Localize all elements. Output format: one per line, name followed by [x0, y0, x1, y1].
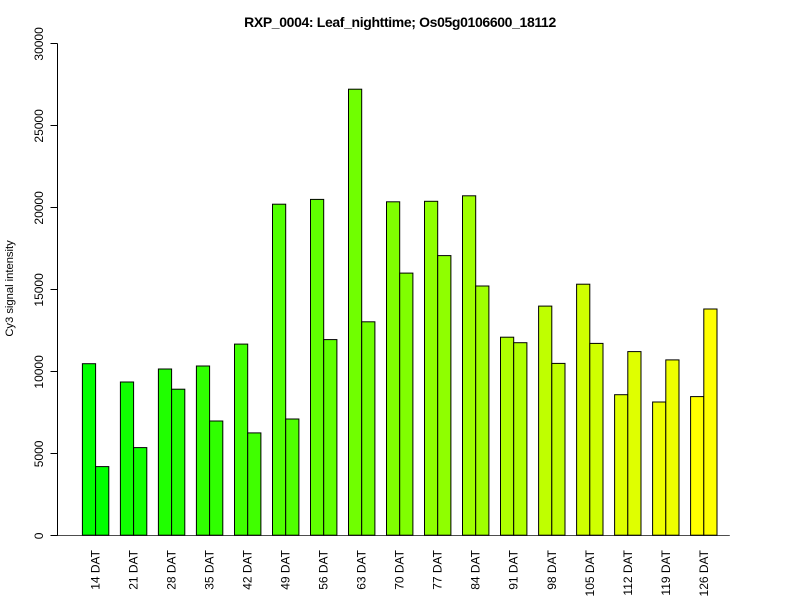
svg-text:20000: 20000 — [32, 191, 46, 225]
svg-text:14 DAT: 14 DAT — [89, 549, 103, 589]
svg-text:91 DAT: 91 DAT — [507, 549, 521, 589]
svg-text:0: 0 — [32, 532, 46, 539]
svg-text:119 DAT: 119 DAT — [659, 549, 673, 595]
svg-text:105 DAT: 105 DAT — [583, 549, 597, 596]
svg-text:28 DAT: 28 DAT — [165, 549, 179, 589]
svg-text:84 DAT: 84 DAT — [469, 549, 483, 589]
svg-text:70 DAT: 70 DAT — [393, 549, 407, 589]
svg-text:10000: 10000 — [32, 355, 46, 389]
svg-text:35 DAT: 35 DAT — [203, 549, 217, 589]
svg-text:Cy3 signal intensity: Cy3 signal intensity — [4, 240, 16, 337]
svg-text:25000: 25000 — [32, 109, 46, 143]
svg-text:63 DAT: 63 DAT — [355, 549, 369, 589]
svg-text:5000: 5000 — [32, 440, 46, 467]
svg-text:98 DAT: 98 DAT — [545, 549, 559, 589]
svg-text:112 DAT: 112 DAT — [621, 549, 635, 595]
svg-text:15000: 15000 — [32, 273, 46, 307]
svg-text:21 DAT: 21 DAT — [127, 549, 141, 589]
svg-text:42 DAT: 42 DAT — [241, 549, 255, 589]
svg-text:RXP_0004: Leaf_nighttime; Os05: RXP_0004: Leaf_nighttime; Os05g0106600_1… — [244, 14, 556, 30]
svg-text:49 DAT: 49 DAT — [279, 549, 293, 589]
svg-text:77 DAT: 77 DAT — [431, 549, 445, 589]
svg-text:126 DAT: 126 DAT — [697, 549, 711, 596]
svg-text:30000: 30000 — [32, 27, 46, 61]
svg-text:56 DAT: 56 DAT — [317, 549, 331, 589]
